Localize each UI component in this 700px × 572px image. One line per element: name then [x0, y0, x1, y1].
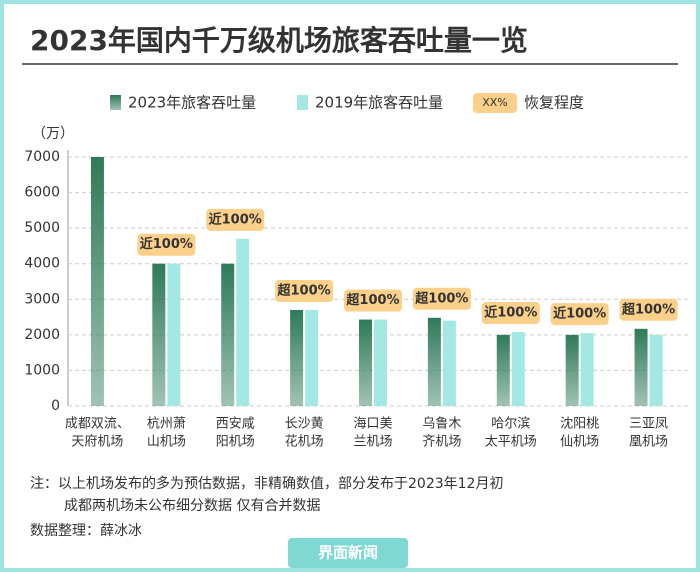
brand: 界面新闻: [318, 544, 378, 562]
bar: [442, 320, 456, 406]
legend-label: 2019年旅客吞吐量: [315, 94, 443, 112]
legend-label: 恢复程度: [524, 94, 584, 112]
legend-swatch: [110, 95, 121, 110]
bar: [221, 263, 235, 406]
x-tick-label: 海口美: [353, 417, 392, 432]
x-tick-label: 花机场: [285, 434, 324, 450]
bar: [152, 263, 166, 406]
recovery-label: 超100%: [346, 292, 399, 308]
recovery-badge: [412, 287, 471, 310]
recovery-label: 超100%: [622, 301, 675, 317]
x-tick-label: 乌鲁木: [422, 416, 461, 432]
y-tick-label: 2000: [24, 327, 60, 343]
y-tick-label: 7000: [24, 149, 60, 165]
chart-title: 2023年国内千万级机场旅客吞吐量一览: [30, 24, 528, 57]
bar: [496, 334, 510, 406]
x-tick-label: 山机场: [147, 435, 186, 450]
x-tick-label: 凰机场: [629, 435, 668, 450]
recovery-label: 超100%: [278, 282, 331, 298]
x-tick-label: 三亚凤: [629, 417, 668, 432]
bar: [634, 328, 648, 406]
x-tick-label: 阳机场: [216, 435, 255, 450]
x-tick-label: 沈阳桃: [560, 417, 599, 432]
legend-label: 2023年旅客吞吐量: [128, 94, 256, 112]
legend-badge: [473, 93, 517, 113]
x-tick-label: 西安咸: [216, 417, 255, 432]
bar: [167, 263, 181, 406]
y-tick-label: 3000: [24, 291, 60, 307]
recovery-label: 近100%: [209, 211, 262, 227]
bar: [374, 319, 387, 406]
bar: [565, 334, 579, 406]
x-tick-label: 天府机场: [71, 435, 123, 450]
bar: [649, 334, 663, 406]
recovery-label: 近100%: [553, 306, 606, 322]
x-tick-label: 哈尔滨: [491, 416, 530, 432]
legend-swatch: [297, 95, 308, 110]
y-tick-label: 0: [51, 398, 60, 414]
recovery-badge: [344, 289, 402, 312]
note: 成都两机场未公布细分数据 仅有合并数据: [64, 498, 320, 514]
y-tick-label: 4000: [24, 256, 60, 272]
note: 注：以上机场发布的多为预估数据，非精确数值，部分发布于2023年12月初: [30, 475, 503, 492]
x-tick-label: 杭州萧: [147, 417, 186, 432]
x-tick-label: 齐机场: [422, 434, 461, 450]
x-tick-label: 太平机场: [485, 435, 537, 450]
source: 数据整理：薛冰冰: [30, 523, 142, 539]
recovery-badge: [275, 279, 334, 302]
bar: [511, 332, 525, 406]
y-unit: （万）: [32, 126, 74, 142]
recovery-badge: [137, 233, 196, 256]
bar: [90, 157, 104, 406]
recovery-badge: [481, 302, 540, 325]
brand-badge: [288, 538, 408, 568]
y-tick-label: 5000: [24, 220, 60, 236]
y-tick-label: 1000: [24, 362, 60, 378]
x-tick-label: 兰机场: [353, 435, 392, 450]
recovery-badge: [619, 298, 678, 321]
bar: [359, 319, 372, 406]
recovery-label: 近100%: [140, 236, 193, 252]
recovery-badge: [206, 208, 265, 231]
x-tick-label: 长沙黄: [285, 417, 324, 432]
y-tick-label: 6000: [24, 185, 60, 201]
legend-badge-text: XX%: [482, 96, 508, 109]
bar: [305, 309, 319, 406]
recovery-label: 近100%: [484, 305, 537, 321]
bar: [427, 317, 441, 406]
x-tick-label: 成都双流、: [65, 417, 130, 432]
x-tick-label: 仙机场: [560, 435, 599, 450]
recovery-badge: [550, 303, 609, 326]
bar: [290, 309, 304, 406]
bar: [236, 238, 250, 406]
bar: [580, 333, 594, 406]
recovery-label: 超100%: [415, 290, 468, 306]
